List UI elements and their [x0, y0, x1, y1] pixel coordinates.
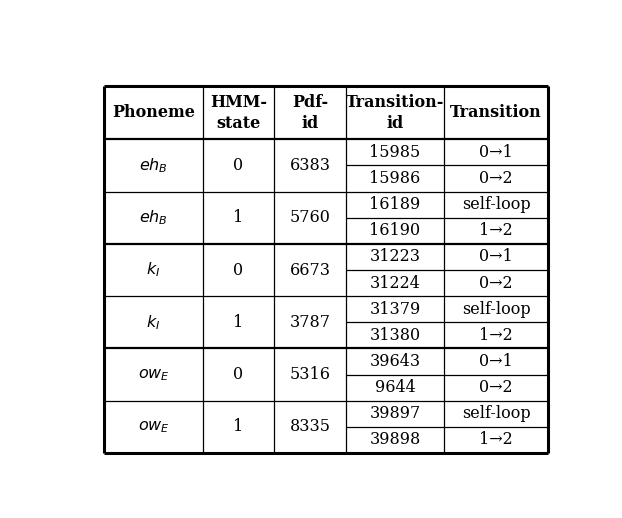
Text: 31379: 31379 [369, 301, 420, 318]
Text: $\it{ow}_E$: $\it{ow}_E$ [137, 419, 169, 436]
Text: self-loop: self-loop [462, 405, 531, 422]
Text: 31224: 31224 [369, 275, 420, 292]
Text: 0→1: 0→1 [479, 249, 513, 265]
Text: 31380: 31380 [369, 327, 420, 344]
Text: 0: 0 [233, 366, 244, 383]
Text: 1: 1 [233, 419, 244, 436]
Text: 0: 0 [233, 262, 244, 279]
Text: HMM-
state: HMM- state [210, 94, 267, 132]
Text: 16190: 16190 [369, 222, 420, 239]
Text: Transition-
id: Transition- id [346, 94, 444, 132]
Text: 1→2: 1→2 [479, 327, 513, 344]
Text: 16189: 16189 [369, 196, 420, 213]
Text: 1: 1 [233, 314, 244, 331]
Text: 5760: 5760 [290, 209, 330, 226]
Text: 5316: 5316 [289, 366, 330, 383]
Text: 0: 0 [233, 157, 244, 174]
Text: 39898: 39898 [369, 431, 420, 449]
Text: $\it{ow}_E$: $\it{ow}_E$ [137, 366, 169, 383]
Text: 15986: 15986 [369, 170, 420, 187]
Text: $\it{eh}_B$: $\it{eh}_B$ [139, 156, 168, 175]
Text: 0→1: 0→1 [479, 144, 513, 161]
Text: 1: 1 [233, 209, 244, 226]
Text: 6383: 6383 [289, 157, 330, 174]
Text: Phoneme: Phoneme [112, 104, 195, 121]
Text: 6673: 6673 [289, 262, 330, 279]
Text: 3787: 3787 [289, 314, 330, 331]
Text: 8335: 8335 [289, 419, 330, 436]
Text: 0→2: 0→2 [479, 379, 513, 396]
Text: 39897: 39897 [369, 405, 420, 422]
Text: 0→1: 0→1 [479, 353, 513, 370]
Text: 0→2: 0→2 [479, 170, 513, 187]
Text: 1→2: 1→2 [479, 431, 513, 449]
Text: Pdf-
id: Pdf- id [292, 94, 328, 132]
Text: $\it{eh}_B$: $\it{eh}_B$ [139, 208, 168, 227]
Text: 15985: 15985 [369, 144, 420, 161]
Text: 0→2: 0→2 [479, 275, 513, 292]
Text: Transition: Transition [450, 104, 542, 121]
Text: 31223: 31223 [369, 249, 420, 265]
Text: self-loop: self-loop [462, 196, 531, 213]
Text: 39643: 39643 [369, 353, 420, 370]
Text: 9644: 9644 [374, 379, 415, 396]
Text: 1→2: 1→2 [479, 222, 513, 239]
Text: $\it{k}_I$: $\it{k}_I$ [146, 261, 160, 279]
Text: self-loop: self-loop [462, 301, 531, 318]
Text: $\it{k}_I$: $\it{k}_I$ [146, 313, 160, 332]
